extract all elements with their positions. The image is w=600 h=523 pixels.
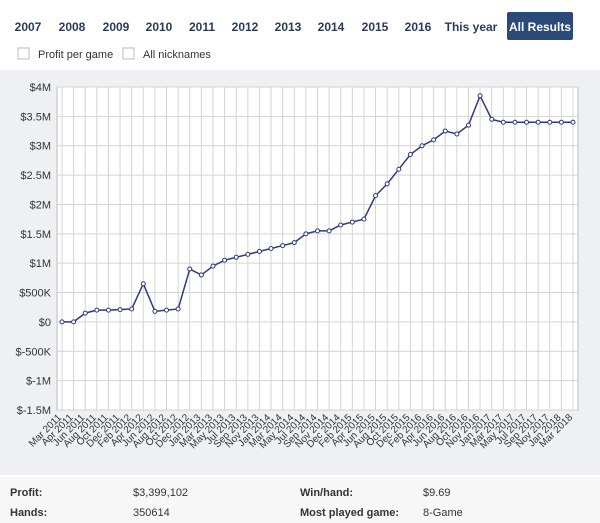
stat-value: 350614 <box>133 507 170 519</box>
y-tick-label: $2.5M <box>20 170 51 182</box>
point <box>140 281 146 287</box>
point <box>396 166 402 172</box>
stat-value: $9.69 <box>423 487 451 499</box>
point <box>82 310 88 316</box>
stat-label: Win/hand: <box>300 487 353 499</box>
point <box>315 228 320 234</box>
point <box>500 119 506 125</box>
point <box>222 257 228 263</box>
point <box>105 307 111 313</box>
point <box>233 254 239 260</box>
tab[interactable]: 2010 <box>146 20 173 34</box>
active-tab-button[interactable] <box>507 12 573 40</box>
stats-panel <box>0 477 600 523</box>
point <box>256 248 262 254</box>
point <box>570 119 576 125</box>
point <box>535 119 541 125</box>
point <box>547 119 553 125</box>
point <box>245 251 251 257</box>
point <box>384 181 390 187</box>
tab[interactable]: 2008 <box>59 20 86 34</box>
point <box>326 228 332 234</box>
point <box>268 246 274 251</box>
tab[interactable]: 2013 <box>275 20 302 34</box>
point <box>349 219 355 225</box>
point <box>373 193 379 199</box>
point <box>465 122 471 128</box>
point <box>198 272 204 278</box>
checkbox-label[interactable]: Profit per game <box>38 49 113 61</box>
y-tick-label: $3M <box>30 141 51 153</box>
stat-value: $3,399,102 <box>133 487 188 499</box>
checkbox-label[interactable]: All nicknames <box>143 49 211 61</box>
checkbox[interactable] <box>122 47 135 60</box>
point <box>558 119 564 125</box>
point <box>361 216 367 222</box>
tab[interactable]: 2011 <box>189 20 215 34</box>
tab[interactable]: 2016 <box>405 20 432 34</box>
stat-value: 8-Game <box>423 507 463 519</box>
point <box>407 152 413 158</box>
point <box>442 128 448 134</box>
tab[interactable]: This year <box>445 20 498 34</box>
point <box>419 143 425 149</box>
point <box>71 319 77 325</box>
point <box>512 119 518 125</box>
y-tick-label: $-500K <box>16 346 52 358</box>
checkbox[interactable] <box>17 47 30 60</box>
tab[interactable]: 2012 <box>232 20 259 34</box>
point <box>59 319 65 325</box>
point <box>280 243 286 249</box>
point <box>175 306 181 312</box>
point <box>187 266 193 272</box>
y-tick-label: $0 <box>39 317 51 329</box>
point <box>477 93 483 99</box>
point <box>94 307 100 313</box>
tab[interactable]: 2014 <box>318 20 345 34</box>
y-tick-label: $4M <box>30 82 51 94</box>
stat-label: Most played game: <box>300 507 399 519</box>
point <box>210 263 216 269</box>
point <box>164 307 170 313</box>
y-tick-label: $2M <box>30 199 51 211</box>
point <box>291 240 297 246</box>
point <box>454 131 460 137</box>
y-tick-label: $3.5M <box>20 111 51 123</box>
point <box>303 231 309 237</box>
y-tick-label: $1M <box>30 258 51 270</box>
point <box>152 308 158 314</box>
point <box>524 119 530 125</box>
point <box>117 307 123 313</box>
tab[interactable]: 2009 <box>103 20 130 34</box>
point <box>489 116 495 122</box>
point <box>431 137 437 143</box>
y-tick-label: $-1.5M <box>17 405 51 417</box>
tab[interactable]: 2007 <box>15 20 42 34</box>
tab[interactable]: All Results <box>509 20 571 34</box>
y-tick-label: $1.5M <box>20 229 51 241</box>
stat-label: Profit: <box>10 487 42 499</box>
tab[interactable]: 2015 <box>362 20 389 34</box>
stat-label: Hands: <box>10 507 47 519</box>
y-tick-label: $-1M <box>26 376 51 388</box>
y-tick-label: $500K <box>19 288 51 300</box>
point <box>129 306 135 312</box>
point <box>338 222 344 228</box>
